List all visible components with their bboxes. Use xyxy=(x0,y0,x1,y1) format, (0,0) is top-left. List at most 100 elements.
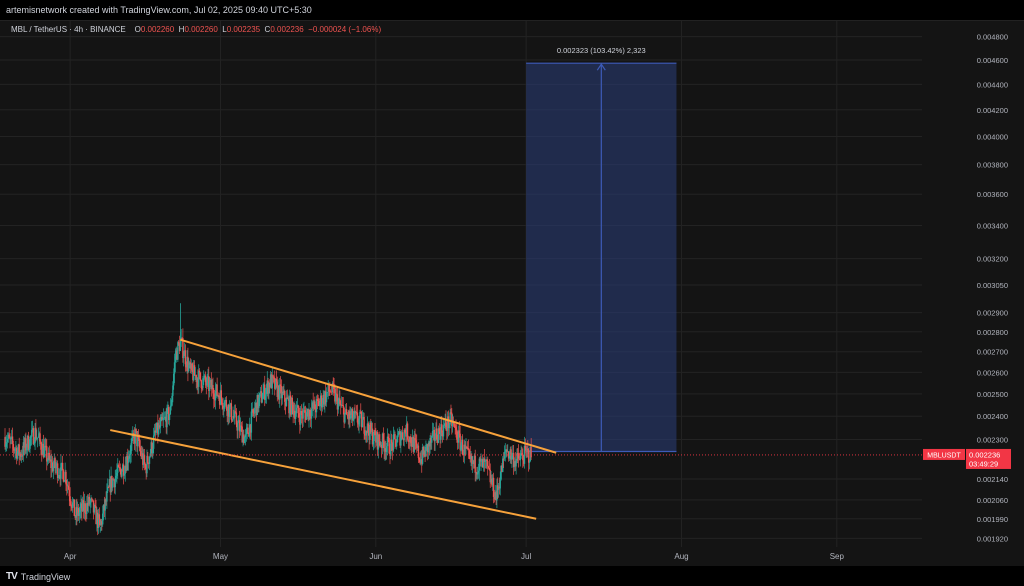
candle-body xyxy=(456,429,458,440)
candle-body xyxy=(212,385,214,394)
candle-body xyxy=(335,393,338,395)
candle-body xyxy=(189,362,192,369)
candle-body xyxy=(213,393,215,400)
candle-body xyxy=(383,441,385,452)
candle-body xyxy=(319,402,321,407)
candle-body xyxy=(365,430,368,434)
candle-body xyxy=(514,461,516,467)
price-axis[interactable]: 0.004800 0.004600 0.004400 0.004200 0.004000… xyxy=(923,21,1024,567)
candle-body xyxy=(214,390,217,401)
price-tick-label: 0.003800 xyxy=(977,161,1008,170)
tradingview-brand[interactable]: TV TradingView xyxy=(6,571,70,582)
candle-body xyxy=(249,424,251,437)
candle-body xyxy=(491,478,493,486)
candle-body xyxy=(423,450,425,456)
candle-body xyxy=(426,444,429,453)
candle-body xyxy=(228,406,231,418)
candle-body xyxy=(297,405,299,414)
candle-body xyxy=(125,465,127,471)
candle-body xyxy=(203,375,206,378)
candle-body xyxy=(379,441,381,446)
candle-body xyxy=(416,445,419,449)
trendlines[interactable] xyxy=(110,338,557,520)
candle-body xyxy=(41,443,44,455)
candle-body xyxy=(519,455,521,461)
candle-body xyxy=(261,399,263,403)
candle-body xyxy=(231,419,233,421)
candle-body xyxy=(238,420,241,432)
candle-body xyxy=(68,489,71,497)
candle-body xyxy=(259,391,262,394)
credit-text: artemisnetwork created with TradingView.… xyxy=(6,5,312,15)
candle-body xyxy=(167,407,169,408)
candle-body xyxy=(363,416,365,434)
candle-body xyxy=(180,337,182,340)
candle-body xyxy=(327,384,329,393)
candle-body xyxy=(238,420,240,423)
candle-body xyxy=(334,388,336,402)
candle-body xyxy=(183,350,186,357)
candle-body xyxy=(235,412,238,425)
target-projection[interactable]: 0.002323 (103.42%) 2,323 xyxy=(526,46,677,453)
candle-body xyxy=(316,399,319,401)
candle-body xyxy=(241,426,243,443)
candle-body xyxy=(153,430,156,436)
candle-body xyxy=(166,407,168,428)
candle-body xyxy=(512,453,514,456)
candle-body xyxy=(494,492,496,500)
candle-body xyxy=(36,438,38,440)
candle-body xyxy=(157,425,160,435)
candle-body xyxy=(271,375,273,389)
candle-body xyxy=(112,479,114,488)
candle-body xyxy=(113,479,116,488)
candle-body xyxy=(230,403,233,420)
candle-body xyxy=(264,394,267,400)
candle-body xyxy=(89,500,91,505)
tradingview-logo-icon: TV xyxy=(6,571,18,582)
candle-body xyxy=(314,409,317,413)
candle-body xyxy=(460,445,462,450)
candle-body xyxy=(70,501,72,506)
candle-body xyxy=(164,416,167,418)
candle-body xyxy=(426,444,428,446)
candle-body xyxy=(152,435,155,449)
candle-body xyxy=(446,416,449,431)
candle-body xyxy=(352,417,354,421)
candle-body xyxy=(122,464,124,472)
candle-body xyxy=(160,417,162,422)
price-axis-bg xyxy=(923,21,1024,567)
candle-body xyxy=(217,395,219,397)
candle-body xyxy=(27,435,30,451)
price-chart[interactable]: 0.002323 (103.42%) 2,323 0.004800 0.00460… xyxy=(0,21,1024,567)
chart-panel[interactable]: 0.002323 (103.42%) 2,323 0.004800 0.00460… xyxy=(0,20,1024,568)
candle-body xyxy=(281,391,283,399)
time-axis[interactable]: Apr May Jun Jul Aug Sep xyxy=(64,552,845,561)
candle-body xyxy=(370,422,372,432)
candle-body xyxy=(242,434,244,443)
candle-body xyxy=(4,437,6,447)
price-tick-label: 0.002500 xyxy=(977,390,1008,399)
candle-body xyxy=(98,514,101,520)
candle-body xyxy=(67,485,70,490)
candle-body xyxy=(229,403,232,407)
price-tick-label: 0.002400 xyxy=(977,412,1008,421)
candle-body xyxy=(365,430,367,436)
candle-body xyxy=(488,467,491,470)
candle-body xyxy=(515,460,517,467)
candle-body xyxy=(88,496,91,505)
candle-body xyxy=(107,486,109,492)
candle-body xyxy=(325,391,327,403)
candle-body xyxy=(115,475,117,478)
candle-body xyxy=(147,455,149,464)
candle-body xyxy=(92,499,94,501)
candle-body xyxy=(394,434,396,440)
candle-body xyxy=(513,461,516,468)
candle-body xyxy=(252,409,254,413)
candle-body xyxy=(522,455,524,461)
candle-body xyxy=(247,427,249,434)
candle-body xyxy=(370,428,373,432)
candle-body xyxy=(461,439,463,446)
candle-body xyxy=(427,442,430,453)
candle-body xyxy=(205,382,207,386)
last-price-bg xyxy=(966,448,1011,469)
